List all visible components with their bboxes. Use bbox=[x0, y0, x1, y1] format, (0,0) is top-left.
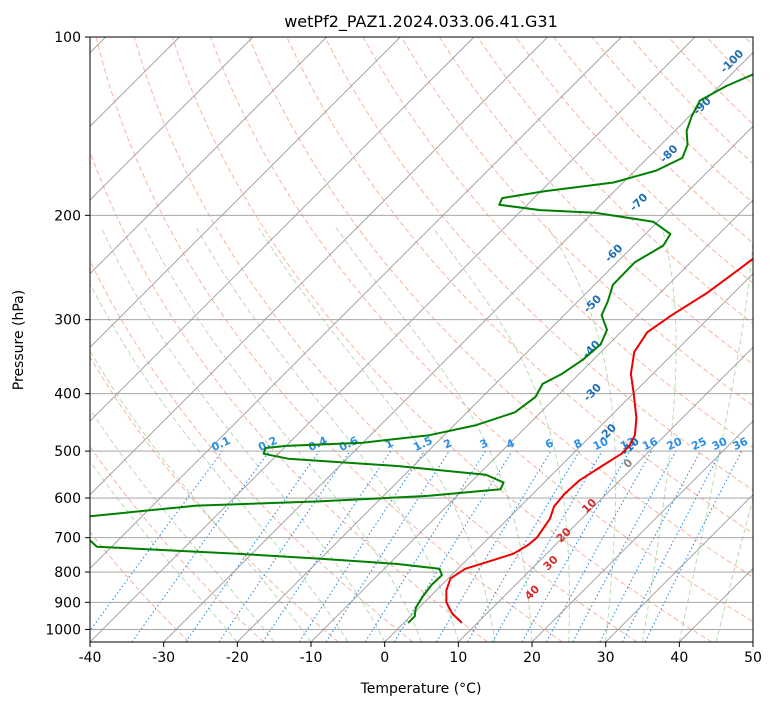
y-tick-label: 400 bbox=[54, 387, 81, 403]
isotherm-line bbox=[310, 199, 753, 642]
dry-adiabat-line bbox=[171, 37, 712, 642]
isotherm-line bbox=[531, 420, 753, 642]
plot-frame bbox=[89, 36, 754, 643]
dry-adiabat-line bbox=[400, 37, 753, 407]
x-axis-label: Temperature (°C) bbox=[360, 681, 482, 697]
y-tick-label: 600 bbox=[54, 491, 81, 507]
y-tick-label: 300 bbox=[54, 313, 81, 329]
dry-adiabat-line bbox=[90, 531, 190, 642]
mixing-ratio-line bbox=[218, 450, 351, 642]
moist-adiabat-line bbox=[90, 408, 275, 642]
isotherm-line bbox=[90, 37, 401, 348]
isotherm-line bbox=[384, 273, 753, 642]
mixing-ratio-line bbox=[90, 450, 223, 632]
isotherm-line bbox=[458, 346, 753, 642]
y-tick-label: 500 bbox=[54, 444, 81, 460]
dry-adiabat-line bbox=[90, 445, 264, 642]
dry-adiabat-line bbox=[324, 37, 753, 491]
moist-adiabat-line bbox=[90, 282, 349, 642]
moist-adiabat-line bbox=[90, 350, 312, 642]
mixing-ratio-line bbox=[298, 450, 425, 642]
mixing-ratio-label: 16 bbox=[640, 435, 660, 453]
mixing-ratio-label: 30 bbox=[710, 435, 730, 453]
y-tick-label: 700 bbox=[54, 531, 81, 547]
mixing-ratio-label: 10 bbox=[591, 435, 611, 453]
moist-adiabat-line bbox=[335, 227, 533, 642]
moist-adiabat-line bbox=[144, 227, 422, 642]
dry-adiabat-line bbox=[515, 37, 753, 284]
mixing-ratio-line bbox=[572, 450, 677, 642]
x-tick-label: 10 bbox=[449, 650, 467, 666]
mixing-ratio-label: 20 bbox=[665, 435, 685, 453]
temperature-profile-line bbox=[445, 257, 753, 624]
isotherm-line bbox=[90, 37, 475, 422]
y-axis-label: Pressure (hPa) bbox=[11, 290, 27, 390]
moist-adiabat-line bbox=[195, 227, 459, 642]
moist-adiabat-line bbox=[678, 235, 753, 642]
x-tick-label: -30 bbox=[152, 650, 175, 666]
dry-adiabat-line bbox=[133, 37, 638, 642]
isotherm-line bbox=[90, 37, 548, 496]
chart-title: wetPf2_PAZ1.2024.033.06.41.G31 bbox=[284, 12, 558, 32]
moist-adiabat-line bbox=[101, 227, 386, 642]
dry-adiabat-line bbox=[248, 37, 753, 578]
x-tick-label: 30 bbox=[597, 650, 615, 666]
mixing-ratio-line bbox=[325, 450, 450, 642]
moist-adiabat-line bbox=[642, 227, 677, 642]
y-tick-label: 100 bbox=[54, 30, 81, 46]
y-tick-label: 1000 bbox=[45, 622, 81, 638]
isotherm-line bbox=[90, 37, 327, 275]
dry-adiabat-line bbox=[438, 37, 753, 366]
dry-adiabat-line bbox=[90, 356, 339, 642]
x-tick-label: -40 bbox=[79, 650, 102, 666]
mixing-ratio-line bbox=[644, 450, 743, 642]
mixing-ratio-label: 36 bbox=[731, 435, 751, 453]
mixing-ratio-line bbox=[185, 450, 320, 642]
moist-adiabat-line bbox=[258, 227, 496, 642]
moist-adiabat-line bbox=[90, 460, 238, 642]
y-tick-label: 900 bbox=[54, 595, 81, 611]
mixing-ratio-label: 25 bbox=[689, 435, 708, 453]
x-tick-label: -20 bbox=[226, 650, 249, 666]
mixing-ratio-line bbox=[131, 450, 270, 642]
isotherm-line bbox=[90, 37, 696, 642]
x-tick-label: 0 bbox=[380, 650, 389, 666]
moist-adiabat-line bbox=[432, 227, 570, 642]
mixing-ratio-line bbox=[393, 450, 513, 642]
x-tick-label: -10 bbox=[300, 650, 323, 666]
x-tick-label: 40 bbox=[670, 650, 688, 666]
isotherm-line bbox=[237, 125, 753, 642]
mixing-ratio-line bbox=[262, 450, 392, 642]
isotherm-line bbox=[605, 494, 753, 642]
x-tick-label: 50 bbox=[744, 650, 762, 666]
dry-adiabat-line bbox=[210, 37, 753, 623]
mixing-ratio-line bbox=[545, 450, 653, 642]
isotherm-line bbox=[90, 37, 622, 569]
dry-adiabat-line bbox=[95, 37, 563, 642]
y-tick-label: 800 bbox=[54, 565, 81, 581]
x-tick-label: 20 bbox=[523, 650, 541, 666]
moist-adiabat-line bbox=[547, 227, 617, 642]
isotherm-line bbox=[90, 37, 254, 201]
y-tick-label: 200 bbox=[54, 208, 81, 224]
isotherm-line bbox=[163, 52, 753, 642]
dewpoint-profile-line bbox=[90, 73, 753, 624]
dry-adiabat-line bbox=[90, 150, 488, 642]
mixing-ratio-line bbox=[521, 450, 630, 642]
